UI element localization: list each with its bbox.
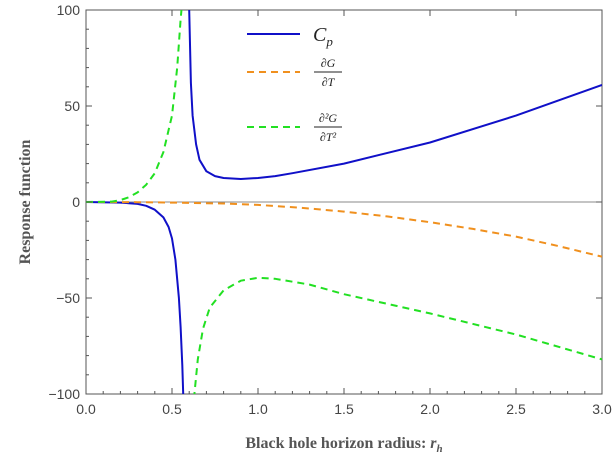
y-tick-label: −50: [56, 290, 80, 306]
legend-numerator-3: ∂²G: [319, 111, 338, 125]
y-tick-label: 100: [57, 2, 81, 18]
legend: Cp ∂G ∂T ∂²G ∂T²: [247, 24, 342, 144]
legend-numerator-2: ∂G: [321, 56, 336, 70]
series-lines: [86, 10, 602, 394]
y-tick-label: −100: [48, 386, 80, 402]
x-tick-label: 1.5: [334, 401, 354, 417]
y-tick-label: 50: [64, 98, 80, 114]
x-axis-title-subscript: h: [437, 443, 443, 455]
legend-label-1: Cp: [313, 24, 333, 49]
y-tick-label: 0: [72, 194, 80, 210]
series-2-line-segment-1: [86, 201, 602, 258]
x-axis-title: Black hole horizon radius: rh: [245, 435, 442, 455]
x-tick-label: 1.0: [248, 401, 268, 417]
x-tick-label: 0.0: [76, 401, 96, 417]
x-axis-title-symbol: r: [430, 435, 437, 452]
series-3-line-segment-2: [193, 276, 602, 394]
legend-denominator-2: ∂T: [322, 75, 336, 89]
axis-ticks: 0.0 0.5 1.0 1.5 2.0 2.5 3.0 −100 −50 0 50 100: [48, 2, 611, 417]
y-axis-title: Response function: [17, 139, 34, 264]
x-axis-title-text: Black hole horizon radius:: [245, 435, 430, 452]
x-tick-label: 2.5: [506, 401, 526, 417]
x-tick-label: 0.5: [162, 401, 182, 417]
series-3-line-segment-1: [86, 10, 183, 203]
series-1-line-segment-2: [188, 10, 602, 180]
x-tick-label: 2.0: [420, 401, 440, 417]
x-tick-label: 3.0: [592, 401, 612, 417]
legend-denominator-3: ∂T²: [320, 130, 337, 144]
series-1-line-segment-1: [86, 201, 185, 394]
